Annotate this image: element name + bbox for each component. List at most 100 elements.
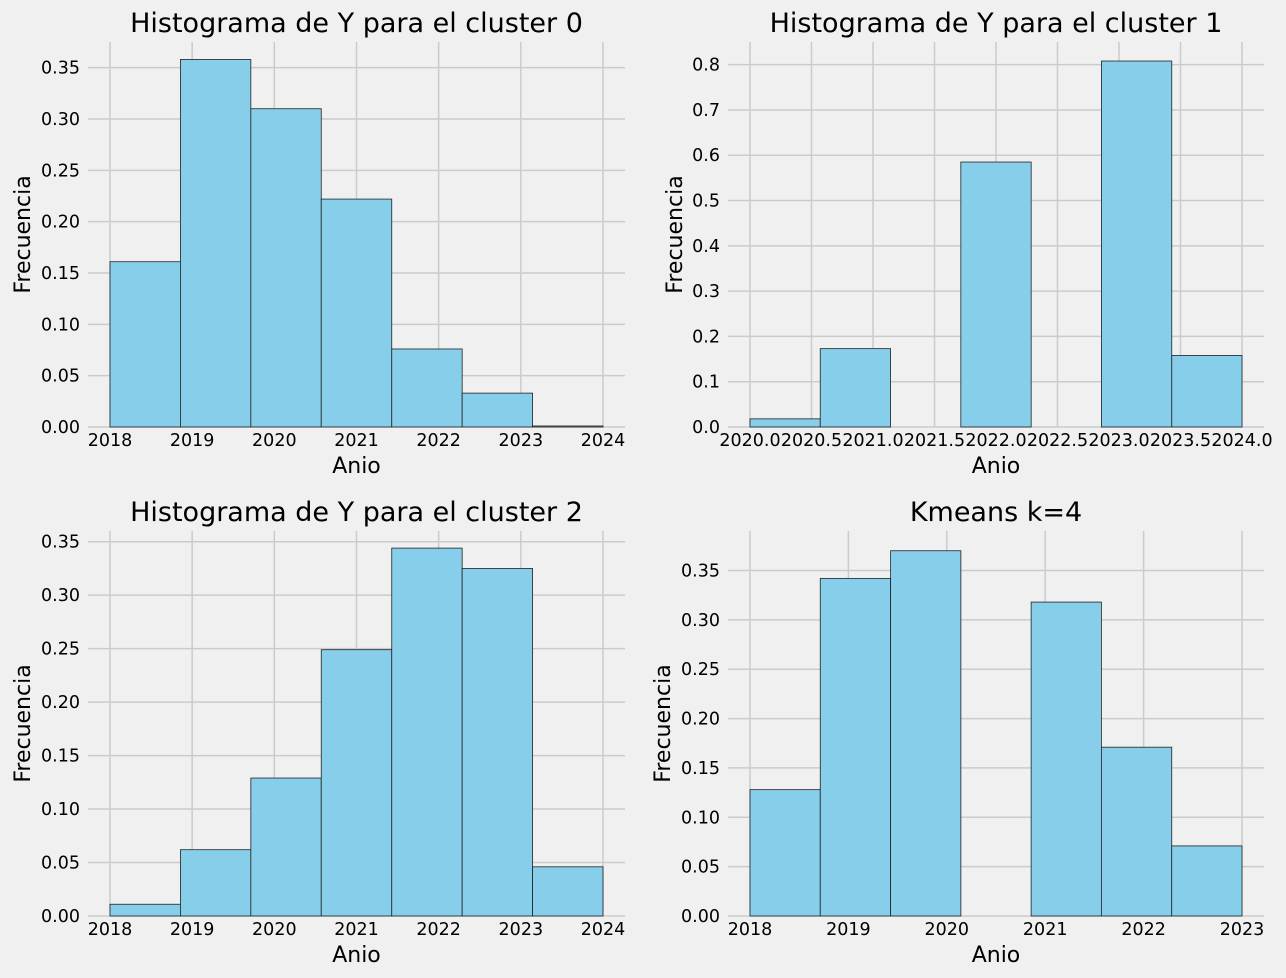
y-tick-label: 0.05	[681, 858, 720, 878]
histogram-bar	[180, 59, 252, 428]
y-tick-label: 0.30	[41, 586, 80, 606]
y-tick-label: 0.4	[692, 237, 720, 257]
y-tick-label: 0.15	[41, 264, 80, 284]
histogram-bar	[1171, 845, 1243, 917]
histogram-bar	[1171, 355, 1243, 428]
y-tick-label: 0.35	[681, 561, 720, 581]
y-tick-label: 0.10	[41, 315, 80, 335]
y-tick-label: 0.7	[692, 101, 720, 121]
x-tick-label: 2022	[416, 431, 461, 451]
x-tick-label: 2021	[1023, 920, 1068, 940]
x-tick-label: 2024	[581, 431, 626, 451]
x-tick-label: 2020.5	[781, 431, 842, 451]
x-tick-label: 2020	[252, 431, 297, 451]
x-tick-label: 2023.5	[1150, 431, 1211, 451]
histogram-bar	[1030, 601, 1102, 917]
chart-1: 0.0 0.1 0.2 0.3 0.4 0.5 0.6 0.7 0.8 2020.0 2020.5 2…	[663, 8, 1273, 479]
x-tick-label: 2020	[252, 920, 297, 940]
x-tick-label: 2023.0	[1088, 431, 1149, 451]
y-tick-label: 0.00	[41, 418, 80, 438]
y-tick-label: 0.00	[41, 907, 80, 927]
y-tick-label: 0.15	[681, 759, 720, 779]
y-tick-label: 0.05	[41, 367, 80, 387]
y-tick-label: 0.8	[692, 56, 720, 76]
y-tick-label: 0.20	[681, 710, 720, 730]
histogram-bar	[461, 568, 533, 917]
chart-title: Kmeans k=4	[910, 497, 1082, 528]
x-tick-label: 2022.0	[965, 431, 1026, 451]
y-tick-label: 0.15	[41, 747, 80, 767]
x-tick-label: 2022.5	[1027, 431, 1088, 451]
x-tick-label: 2021	[334, 431, 379, 451]
x-axis-label: Anio	[972, 943, 1021, 968]
y-axis-label: Frecuencia	[663, 175, 688, 293]
histogram-bar	[391, 348, 463, 428]
x-tick-label: 2023	[1220, 920, 1265, 940]
chart-3: 0.00 0.05 0.10 0.15 0.20 0.25 0.30 0.35 2018 2019…	[651, 497, 1264, 968]
histogram-bar	[250, 777, 322, 917]
y-tick-label: 0.6	[692, 146, 720, 166]
histogram-bar	[819, 577, 892, 917]
histogram-bar	[890, 550, 962, 917]
y-axis-label: Frecuencia	[11, 664, 36, 782]
chart-title: Histograma de Y para el cluster 2	[130, 497, 583, 528]
y-tick-label: 0.25	[41, 161, 80, 181]
histogram-bar	[320, 198, 393, 428]
histogram-bar	[1100, 746, 1173, 917]
x-tick-label: 2018	[88, 920, 133, 940]
chart-title: Histograma de Y para el cluster 1	[770, 8, 1223, 39]
histogram-bar	[391, 547, 463, 917]
y-tick-label: 0.30	[681, 611, 720, 631]
histogram-bar	[461, 392, 533, 428]
x-tick-label: 2020	[925, 920, 970, 940]
y-tick-label: 0.35	[41, 59, 80, 79]
y-tick-label: 0.5	[692, 192, 720, 212]
chart-0: 0.00 0.05 0.10 0.15 0.20 0.25 0.30 0.35 2018 2019…	[11, 8, 625, 479]
x-tick-label: 2018	[88, 431, 133, 451]
x-tick-label: 2021	[334, 920, 379, 940]
histogram-bar	[749, 418, 821, 428]
y-tick-label: 0.20	[41, 213, 80, 233]
x-axis-label: Anio	[332, 943, 381, 968]
histogram-bar	[1101, 60, 1173, 428]
x-tick-label: 2019	[826, 920, 871, 940]
y-tick-label: 0.25	[681, 660, 720, 680]
histogram-bar	[532, 425, 604, 428]
x-tick-label: 2022	[416, 920, 461, 940]
y-axis-label: Frecuencia	[651, 664, 676, 782]
histogram-bar	[320, 649, 393, 917]
y-tick-label: 0.10	[41, 800, 80, 820]
x-tick-label: 2018	[728, 920, 773, 940]
y-tick-label: 0.35	[41, 533, 80, 553]
histogram-bar	[109, 903, 181, 917]
histogram-bar	[532, 866, 604, 917]
x-tick-label: 2020.0	[719, 431, 780, 451]
y-tick-label: 0.2	[692, 327, 720, 347]
x-tick-label: 2022	[1121, 920, 1166, 940]
y-axis-label: Frecuencia	[11, 175, 36, 293]
x-tick-label: 2024	[581, 920, 626, 940]
y-tick-label: 0.05	[41, 854, 80, 874]
y-tick-label: 0.25	[41, 640, 80, 660]
histogram-bar	[180, 849, 252, 917]
x-tick-label: 2023	[499, 431, 544, 451]
x-tick-label: 2019	[170, 920, 215, 940]
x-axis-label: Anio	[332, 454, 381, 479]
y-tick-label: 0.20	[41, 693, 80, 713]
x-axis-label: Anio	[972, 454, 1021, 479]
y-tick-label: 0.0	[692, 418, 720, 438]
x-tick-label: 2023	[499, 920, 544, 940]
y-tick-label: 0.00	[681, 907, 720, 927]
y-tick-label: 0.1	[692, 373, 720, 393]
x-tick-label: 2024.0	[1211, 431, 1272, 451]
y-tick-label: 0.3	[692, 282, 720, 302]
histogram-bar	[819, 348, 891, 428]
chart-2: 0.00 0.05 0.10 0.15 0.20 0.25 0.30 0.35 2018 2019…	[11, 497, 625, 968]
histogram-bar	[250, 108, 322, 428]
x-tick-label: 2021.5	[904, 431, 965, 451]
x-tick-label: 2019	[170, 431, 215, 451]
y-tick-label: 0.30	[41, 110, 80, 130]
histogram-bar	[749, 789, 821, 917]
chart-title: Histograma de Y para el cluster 0	[130, 8, 583, 39]
